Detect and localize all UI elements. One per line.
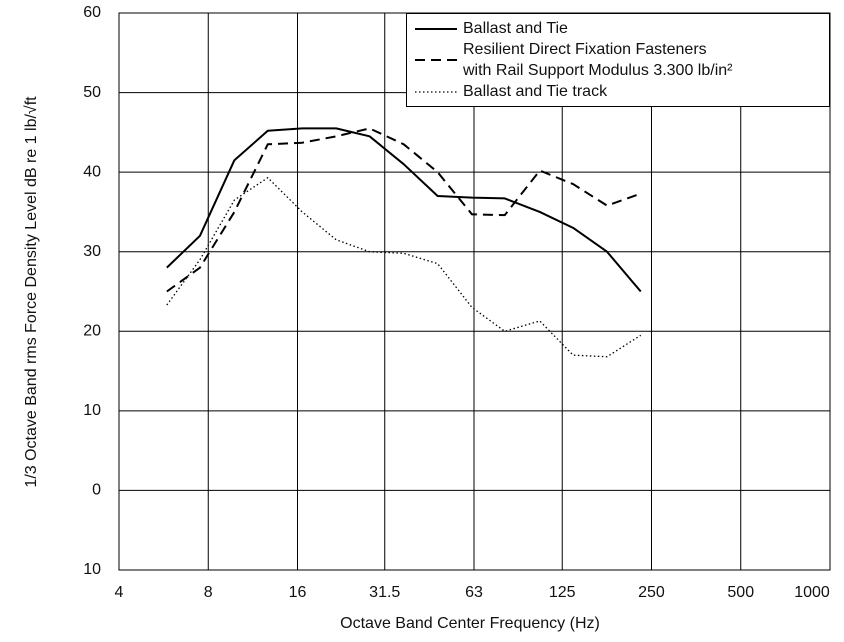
series-line xyxy=(166,127,642,293)
legend: Ballast and Tie Resilient Direct Fixation… xyxy=(406,13,830,107)
y-tick-label: 30 xyxy=(83,243,101,260)
y-tick-label: 10 xyxy=(83,561,101,578)
x-tick-label: 1000 xyxy=(794,584,830,601)
legend-label: Ballast and Tie track xyxy=(463,83,608,100)
x-tick-label: 125 xyxy=(549,584,576,601)
legend-entry: Resilient Direct Fixation Fasteners with… xyxy=(413,39,823,81)
x-tick-label: 4 xyxy=(115,584,124,601)
x-tick-label: 500 xyxy=(727,584,754,601)
series-line xyxy=(166,127,642,293)
y-tick-label: 0 xyxy=(92,482,101,499)
x-tick-label: 250 xyxy=(638,584,665,601)
y-tick-label: 20 xyxy=(83,323,101,340)
y-tick-label: 40 xyxy=(83,163,101,180)
x-tick-label: 8 xyxy=(204,584,213,601)
legend-swatch xyxy=(415,27,457,30)
legend-label: Resilient Direct Fixation Fasteners with… xyxy=(463,41,733,79)
legend-entry: Ballast and Tie track xyxy=(413,81,823,102)
legend-label: Ballast and Tie xyxy=(463,20,568,37)
y-tick-label: 50 xyxy=(83,84,101,101)
x-tick-label: 63 xyxy=(465,584,483,601)
x-tick-label: 16 xyxy=(289,584,307,601)
x-tick-label: 31.5 xyxy=(369,584,400,601)
y-tick-label: 60 xyxy=(83,4,101,21)
legend-entry: Ballast and Tie xyxy=(413,18,823,39)
y-tick-label: 10 xyxy=(83,402,101,419)
x-axis-label: Octave Band Center Frequency (Hz) xyxy=(340,615,600,632)
legend-swatch xyxy=(415,90,457,93)
y-axis-label: 1/3 Octave Band rms Force Density Level … xyxy=(23,96,40,488)
legend-swatch xyxy=(415,59,457,61)
